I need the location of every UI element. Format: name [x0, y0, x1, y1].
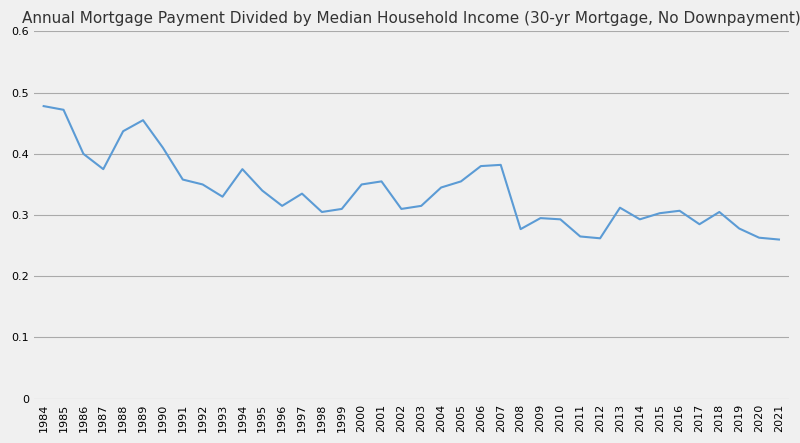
Title: Annual Mortgage Payment Divided by Median Household Income (30-yr Mortgage, No D: Annual Mortgage Payment Divided by Media…: [22, 11, 800, 26]
